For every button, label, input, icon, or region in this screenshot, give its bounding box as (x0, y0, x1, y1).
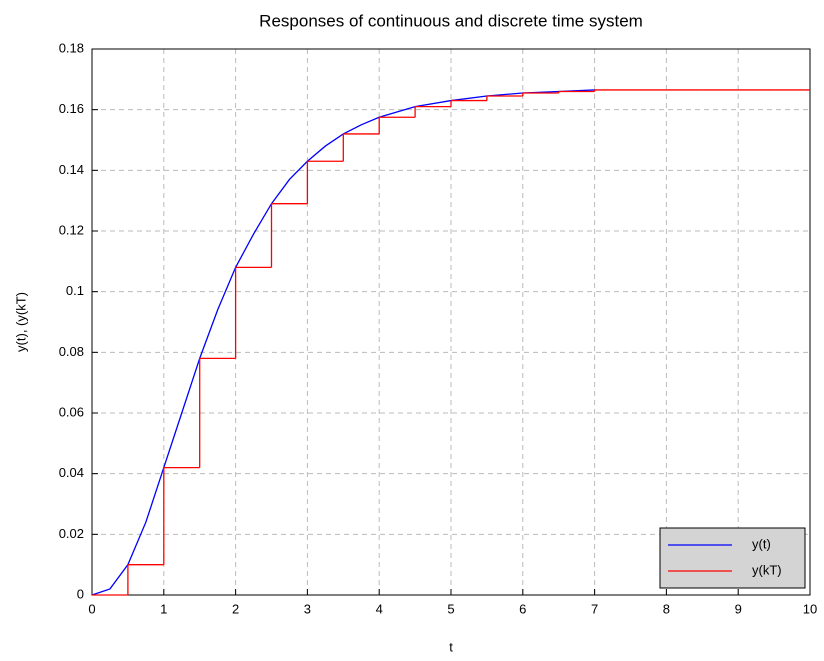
y-tick-label: 0.08 (59, 344, 84, 359)
y-tick-label: 0.04 (59, 465, 84, 480)
x-tick-label: 5 (447, 601, 454, 616)
legend-label: y(t) (752, 536, 771, 551)
x-tick-label: 8 (663, 601, 670, 616)
x-tick-label: 6 (519, 601, 526, 616)
x-tick-label: 4 (376, 601, 383, 616)
x-axis-label: t (449, 639, 453, 654)
x-tick-label: 1 (160, 601, 167, 616)
y-tick-label: 0 (77, 586, 84, 601)
legend-box (659, 527, 806, 589)
y-tick-label: 0.16 (59, 101, 84, 116)
x-tick-label: 3 (304, 601, 311, 616)
line (91, 89, 595, 596)
chart-title: Responses of continuous and discrete tim… (259, 11, 643, 30)
y-axis-label: y(t), (y(kT) (13, 292, 28, 352)
legend-label: y(kT) (752, 562, 782, 577)
x-tick-label: 9 (735, 601, 742, 616)
x-tick-label: 0 (88, 601, 95, 616)
plot-frame (91, 48, 811, 596)
y-tick-label: 0.06 (59, 404, 84, 419)
y-tick-label: 0.02 (59, 526, 84, 541)
x-tick-label: 2 (232, 601, 239, 616)
y-tick-label: 0.14 (59, 162, 84, 177)
y-tick-label: 0.1 (66, 283, 84, 298)
y-tick-label: 0.18 (59, 40, 84, 55)
x-tick-label: 7 (591, 601, 598, 616)
y-tick-label: 0.12 (59, 222, 84, 237)
x-tick-label: 10 (803, 601, 817, 616)
